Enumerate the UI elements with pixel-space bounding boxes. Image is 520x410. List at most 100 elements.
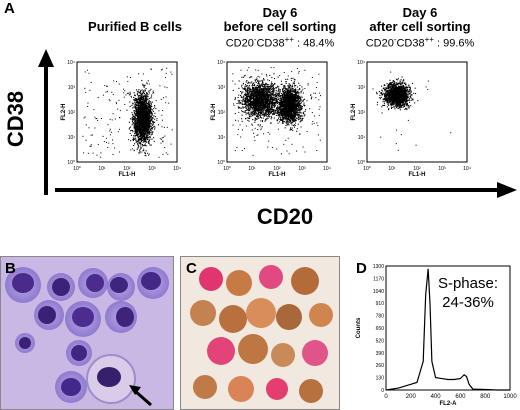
scatter-point (262, 107, 264, 109)
scatter-point (238, 103, 240, 105)
scatter-point (311, 76, 313, 78)
scatter-point (145, 104, 147, 106)
scatter-point (245, 90, 247, 92)
scatter-point (243, 111, 245, 113)
scatter-point (106, 90, 108, 92)
scatter-point (240, 94, 242, 97)
scatter-point (300, 118, 302, 120)
scatter-point (132, 122, 134, 124)
scatter-point (262, 88, 264, 91)
scatter-point (260, 114, 262, 116)
scatter-point (265, 90, 267, 92)
scatter-point (143, 116, 145, 118)
scatter-point (287, 119, 289, 121)
scatter-point (303, 113, 305, 115)
scatter-point (148, 133, 150, 135)
scatter-point (237, 96, 239, 99)
scatter-point (251, 91, 253, 93)
scatter-point (147, 102, 149, 104)
scatter-point (145, 101, 147, 103)
scatter-point (269, 107, 271, 109)
scatter-point (140, 131, 142, 133)
scatter-point (140, 104, 142, 106)
scatter-point (148, 106, 150, 108)
scatter-point (311, 123, 313, 125)
scatter-point (145, 105, 147, 107)
scatter-point (256, 98, 258, 100)
scatter-point (273, 105, 275, 107)
scatter-point (150, 104, 152, 106)
scatter-point (148, 100, 150, 103)
scatter-point (137, 139, 139, 141)
scatter-point (256, 99, 258, 102)
scatter-point (303, 98, 305, 100)
scatter-point (265, 113, 267, 115)
scatter-point (259, 80, 261, 82)
scatter-point (253, 105, 255, 108)
scatter-point (149, 105, 151, 107)
scatter-point (246, 88, 248, 90)
scatter-point (318, 108, 320, 110)
scatter-point (139, 119, 141, 121)
scatter-point (138, 133, 140, 135)
scatter-point (257, 109, 259, 111)
scatter-point (154, 128, 156, 130)
scatter-point (109, 118, 111, 120)
scatter-point (255, 94, 257, 96)
scatter-point (136, 127, 138, 129)
scatter-point (149, 116, 152, 119)
scatter-point (287, 137, 289, 139)
scatter-point (151, 117, 153, 119)
scatter-point (259, 106, 261, 108)
scatter-point (257, 124, 259, 126)
scatter-point (143, 140, 145, 142)
scatter-point (138, 132, 140, 134)
scatter-point (273, 84, 275, 86)
scatter-point (102, 94, 104, 96)
scatter-point (146, 99, 148, 101)
scatter-point (264, 85, 266, 87)
scatter-point (250, 89, 252, 91)
scatter-point (139, 94, 141, 96)
scatter-point (247, 108, 249, 110)
scatter-point (274, 83, 276, 85)
scatter-point (144, 153, 147, 155)
scatter-point (146, 83, 148, 85)
scatter-point (257, 101, 259, 103)
scatter-point (264, 101, 266, 103)
scatter-point (252, 89, 254, 91)
scatter-point (141, 126, 143, 128)
scatter-point (289, 91, 292, 93)
scatter-point (269, 93, 271, 95)
scatter-point (150, 68, 152, 70)
scatter-point (149, 90, 151, 92)
scatter-point (247, 82, 249, 84)
scatter-point (256, 105, 258, 107)
scatter-point (128, 139, 130, 141)
scatter-point (264, 100, 266, 102)
scatter-point (251, 109, 253, 111)
scatter-point (150, 113, 152, 115)
scatter-point (140, 124, 142, 127)
scatter-point (269, 87, 271, 90)
y-tick-label: 10¹ (68, 135, 76, 141)
scatter-point (234, 150, 236, 152)
scatter-point (255, 103, 257, 105)
scatter-point (247, 81, 249, 83)
scatter-point (137, 147, 139, 149)
scatter-point (134, 105, 136, 107)
scatter-point (139, 115, 141, 117)
scatter-point (138, 135, 140, 138)
scatter-point (263, 93, 265, 95)
scatter-point (129, 118, 132, 120)
scatter-point (136, 128, 138, 130)
scatter-point (235, 98, 237, 100)
cd38-arrowhead (38, 49, 54, 67)
scatter-point (276, 110, 278, 112)
scatter-points (82, 67, 173, 158)
scatter-point (256, 118, 258, 121)
scatter-point (141, 136, 143, 138)
scatter-point (148, 113, 150, 115)
scatter-point (258, 88, 260, 91)
scatter-point (251, 112, 253, 114)
